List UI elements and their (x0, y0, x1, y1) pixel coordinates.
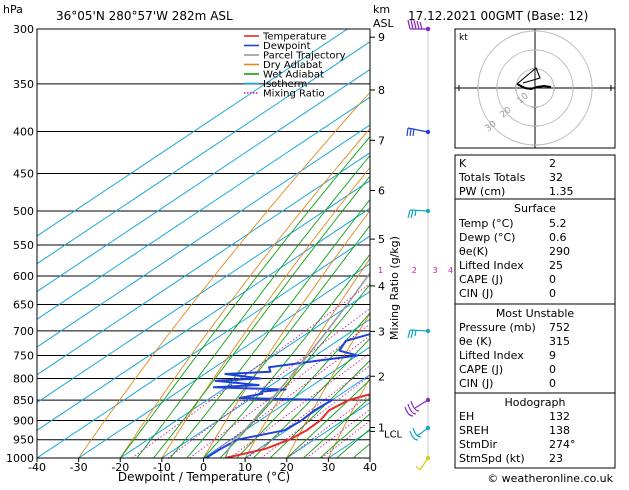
hodograph-value-1: 138 (549, 424, 570, 437)
mixing-ratio-label-1: 1 (378, 266, 383, 275)
unstable-label-3: CAPE (J) (459, 363, 503, 376)
surface-label-1: Dewp (°C) (459, 231, 515, 244)
hodograph-value-2: 274° (549, 438, 576, 451)
km-tick-6: 6 (378, 185, 385, 198)
unstable-value-1: 315 (549, 335, 570, 348)
wind-barbs (405, 20, 430, 470)
mixing-ratio-label-4: 4 (448, 266, 453, 275)
indices-table: K 2 Totals Totals 32 PW (cm) 1.35 Surfac… (455, 155, 615, 468)
surface-label-4: CAPE (J) (459, 273, 503, 286)
tt-label: Totals Totals (458, 171, 526, 184)
x-tick-30: 30 (321, 461, 335, 474)
pressure-tick-550: 550 (13, 239, 34, 252)
tt-value: 32 (549, 171, 563, 184)
pressure-tick-700: 700 (13, 325, 34, 338)
wind-barb-500 (408, 209, 430, 218)
pressure-tick-450: 450 (13, 168, 34, 181)
x-axis-label: Dewpoint / Temperature (°C) (118, 470, 290, 484)
pressure-tick-500: 500 (13, 205, 34, 218)
pressure-tick-600: 600 (13, 270, 34, 283)
km-tick-9: 9 (378, 31, 385, 44)
km-tick-4: 4 (378, 280, 385, 293)
isotherm--110 (0, 29, 389, 458)
mixing-ratio-axis-label: Mixing Ratio (g/kg) (388, 236, 401, 340)
hodograph: kt 10 20 30 (455, 29, 615, 148)
hodograph-label-1: SREH (459, 424, 489, 437)
x-tick--30: -30 (70, 461, 88, 474)
unstable-value-3: 0 (549, 363, 556, 376)
hodograph-value-3: 23 (549, 452, 563, 465)
wind-barb-700 (408, 329, 430, 338)
km-tick-3: 3 (378, 325, 385, 338)
dry-adiabat-100 (620, 29, 629, 458)
surface-value-0: 5.2 (549, 217, 567, 230)
pressure-tick-900: 900 (13, 415, 34, 428)
unstable-value-0: 752 (549, 321, 570, 334)
unstable-label-0: Pressure (mb) (459, 321, 536, 334)
asl-label: ASL (373, 17, 395, 30)
wind-barb-1000 (416, 456, 430, 470)
x-tick-40: 40 (363, 461, 377, 474)
surface-label-0: Temp (°C) (458, 217, 514, 230)
pressure-tick-800: 800 (13, 373, 34, 386)
unstable-label-2: Lifted Index (459, 349, 524, 362)
wind-barb-850 (405, 398, 430, 416)
location-label: 36°05'N 280°57'W 282m ASL (56, 9, 233, 23)
unstable-label-4: CIN (J) (459, 377, 493, 390)
hodograph-title: Hodograph (505, 396, 566, 409)
km-unit-label: km (373, 3, 390, 16)
surface-value-3: 25 (549, 259, 563, 272)
hodograph-label-0: EH (459, 410, 474, 423)
k-value: 2 (549, 157, 556, 170)
k-label: K (459, 157, 467, 170)
unstable-value-4: 0 (549, 377, 556, 390)
hodograph-label-3: StmSpd (kt) (459, 452, 525, 465)
mixing-ratio-label-3: 3 (433, 266, 438, 275)
lcl-label: LCL (384, 429, 403, 440)
pressure-unit-label: hPa (3, 3, 23, 16)
surface-value-2: 290 (549, 245, 570, 258)
copyright-label: © weatheronline.co.uk (487, 472, 613, 485)
surface-label-5: CIN (J) (459, 287, 493, 300)
surface-title: Surface (514, 202, 556, 215)
hodograph-value-0: 132 (549, 410, 570, 423)
hodograph-label-2: StmDir (459, 438, 498, 451)
legend-label-6: Mixing Ratio (263, 89, 325, 100)
unstable-value-2: 9 (549, 349, 556, 362)
hodograph-unit-label: kt (459, 33, 468, 43)
isotherm--90 (0, 29, 472, 458)
unstable-title: Most Unstable (496, 307, 575, 320)
pressure-tick-labels: 300 350 400 450 500 550 600 650 700 750 800 850 900 9… (6, 23, 34, 465)
km-tick-labels: 1 2 3 4 5 6 7 8 9 LCL (370, 31, 403, 440)
km-tick-2: 2 (378, 370, 385, 383)
km-tick-8: 8 (378, 84, 385, 97)
wind-barb-925 (410, 426, 430, 440)
wind-barb-400 (407, 128, 430, 136)
pressure-tick-950: 950 (13, 434, 34, 447)
pressure-tick-650: 650 (13, 299, 34, 312)
surface-value-5: 0 (549, 287, 556, 300)
unstable-label-1: θe (K) (459, 335, 492, 348)
surface-value-1: 0.6 (549, 231, 567, 244)
pressure-tick-400: 400 (13, 126, 34, 139)
pressure-tick-300: 300 (13, 23, 34, 36)
surface-label-2: θe(K) (459, 245, 488, 258)
km-tick-5: 5 (378, 233, 385, 246)
mixing-ratio-label-2: 2 (412, 266, 417, 275)
surface-value-4: 0 (549, 273, 556, 286)
pressure-tick-850: 850 (13, 394, 34, 407)
pw-label: PW (cm) (459, 185, 505, 198)
km-tick-7: 7 (378, 134, 385, 147)
pressure-tick-750: 750 (13, 350, 34, 363)
datetime-label: 17.12.2021 00GMT (Base: 12) (408, 9, 588, 23)
pressure-tick-350: 350 (13, 78, 34, 91)
x-tick--40: -40 (28, 461, 46, 474)
pw-value: 1.35 (549, 185, 574, 198)
surface-label-3: Lifted Index (459, 259, 524, 272)
isotherm--100 (0, 29, 431, 458)
